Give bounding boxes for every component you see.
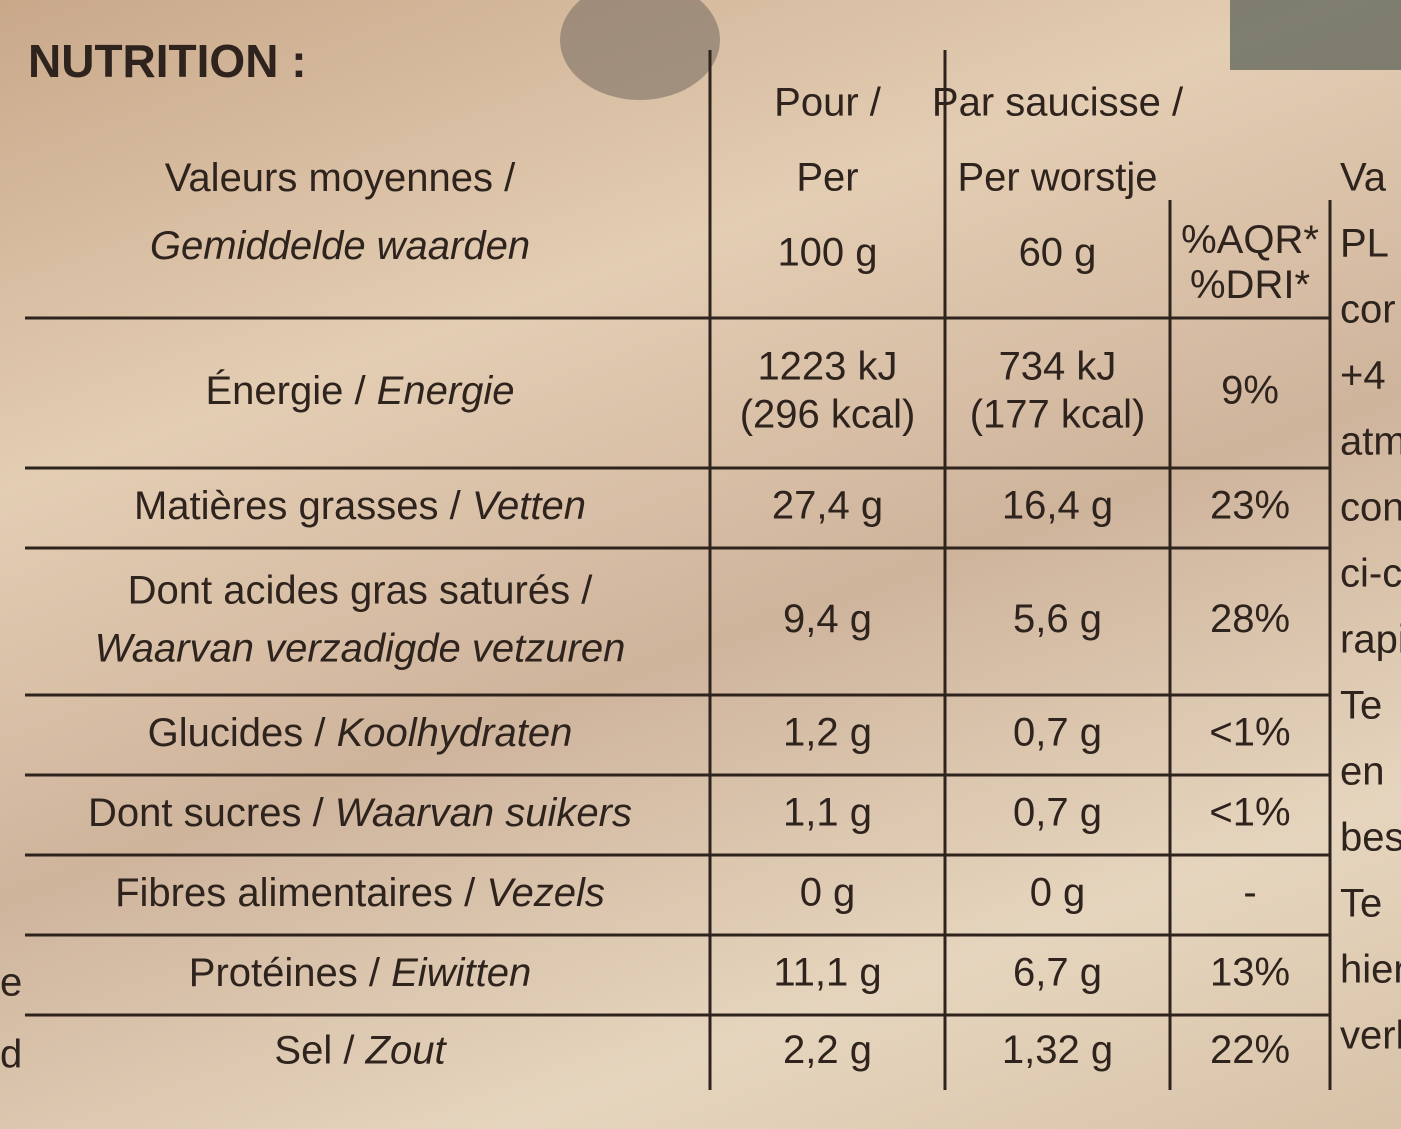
row-label: Sel / Zout — [274, 1028, 447, 1072]
row-label: Glucides / Koolhydraten — [148, 711, 573, 755]
column-header: %DRI* — [1190, 263, 1310, 307]
value-per-portion: 734 kJ — [999, 345, 1117, 389]
value-per-100g: 2,2 g — [783, 1028, 872, 1072]
value-per-portion: 6,7 g — [1013, 951, 1102, 995]
value-percent: 23% — [1210, 484, 1290, 528]
label-part: Energie — [377, 369, 515, 413]
value-per-100g: 1223 kJ — [757, 345, 897, 389]
edge-text: cor — [1340, 288, 1396, 332]
label-part: Énergie / — [205, 368, 376, 413]
label-part: Waarvan suikers — [335, 791, 632, 835]
edge-text: con — [1340, 486, 1401, 530]
value-per-100g: 0 g — [800, 871, 856, 915]
row-label: Matières grasses / Vetten — [134, 484, 586, 528]
label-part: Vetten — [472, 484, 586, 528]
value-per-100g: 1,2 g — [783, 711, 872, 755]
edge-text: verb — [1340, 1014, 1401, 1058]
value-percent: - — [1243, 871, 1256, 915]
row-label: Protéines / Eiwitten — [189, 951, 531, 995]
label-part: Sel / — [274, 1028, 365, 1072]
label-part: Glucides / — [148, 711, 337, 755]
edge-text: bes — [1340, 816, 1401, 860]
edge-text: Te — [1340, 684, 1382, 728]
edge-text: Te — [1340, 882, 1382, 926]
column-header: Per worstje — [957, 156, 1157, 200]
background-shape — [1230, 0, 1401, 70]
edge-text: d — [0, 1033, 22, 1077]
value-per-100g: 1,1 g — [783, 791, 872, 835]
column-header: 60 g — [1019, 231, 1097, 275]
value-percent: <1% — [1209, 711, 1290, 755]
column-header: %AQR* — [1181, 218, 1319, 262]
edge-text: e — [0, 961, 22, 1005]
edge-text: hier — [1340, 948, 1401, 992]
label-part: Zout — [365, 1028, 448, 1072]
label-part: Waarvan verzadigde vetzuren — [95, 626, 626, 670]
edge-text: rapi — [1340, 618, 1401, 662]
label-part: Vezels — [486, 871, 605, 915]
value-per-portion: 16,4 g — [1002, 484, 1113, 528]
column-header: Par saucisse / — [932, 81, 1184, 125]
value-per-portion: 0,7 g — [1013, 711, 1102, 755]
value-percent: 22% — [1210, 1028, 1290, 1072]
column-header: 100 g — [777, 231, 877, 275]
value-percent: 9% — [1221, 369, 1279, 413]
label-part: Gemiddelde waarden — [150, 224, 530, 268]
edge-text: en — [1340, 750, 1385, 794]
title: NUTRITION : — [28, 35, 307, 87]
edge-text: Va — [1340, 156, 1387, 200]
value-percent: <1% — [1209, 791, 1290, 835]
edge-text: atm — [1340, 420, 1401, 464]
edge-text: +4 — [1340, 354, 1386, 398]
row-label: Gemiddelde waarden — [150, 224, 530, 268]
value-per-100g: 9,4 g — [783, 597, 872, 641]
row-label: Dont sucres / Waarvan suikers — [88, 791, 632, 835]
label-part: Valeurs moyennes / — [165, 156, 516, 200]
label-part: Dont acides gras saturés / — [128, 568, 594, 612]
value-per-100g: 11,1 g — [773, 951, 881, 995]
row-label: Dont acides gras saturés / — [128, 568, 594, 612]
column-header: Per — [796, 156, 858, 200]
row-label: Valeurs moyennes / — [165, 156, 516, 200]
value-per-portion: 0 g — [1030, 871, 1086, 915]
value-per-100g: (296 kcal) — [740, 393, 916, 437]
label-part: Matières grasses / — [134, 484, 472, 528]
value-per-portion: 5,6 g — [1013, 597, 1102, 641]
value-percent: 28% — [1210, 597, 1290, 641]
label-part: Koolhydraten — [337, 711, 573, 755]
value-per-portion: (177 kcal) — [970, 393, 1146, 437]
column-header: Pour / — [774, 81, 882, 125]
row-label: Fibres alimentaires / Vezels — [115, 871, 605, 915]
row-label: Waarvan verzadigde vetzuren — [95, 626, 626, 670]
value-per-portion: 0,7 g — [1013, 791, 1102, 835]
value-per-portion: 1,32 g — [1002, 1028, 1113, 1072]
background-shape — [560, 0, 720, 100]
edge-text: PL — [1340, 222, 1389, 266]
label-part: Fibres alimentaires / — [115, 871, 486, 915]
label-part: Eiwitten — [391, 951, 531, 995]
row-label: Énergie / Energie — [205, 368, 514, 413]
label-part: Dont sucres / — [88, 791, 335, 835]
value-percent: 13% — [1210, 951, 1290, 995]
edge-text: ci-c — [1340, 552, 1401, 596]
value-per-100g: 27,4 g — [772, 484, 883, 528]
label-part: Protéines / — [189, 951, 391, 995]
